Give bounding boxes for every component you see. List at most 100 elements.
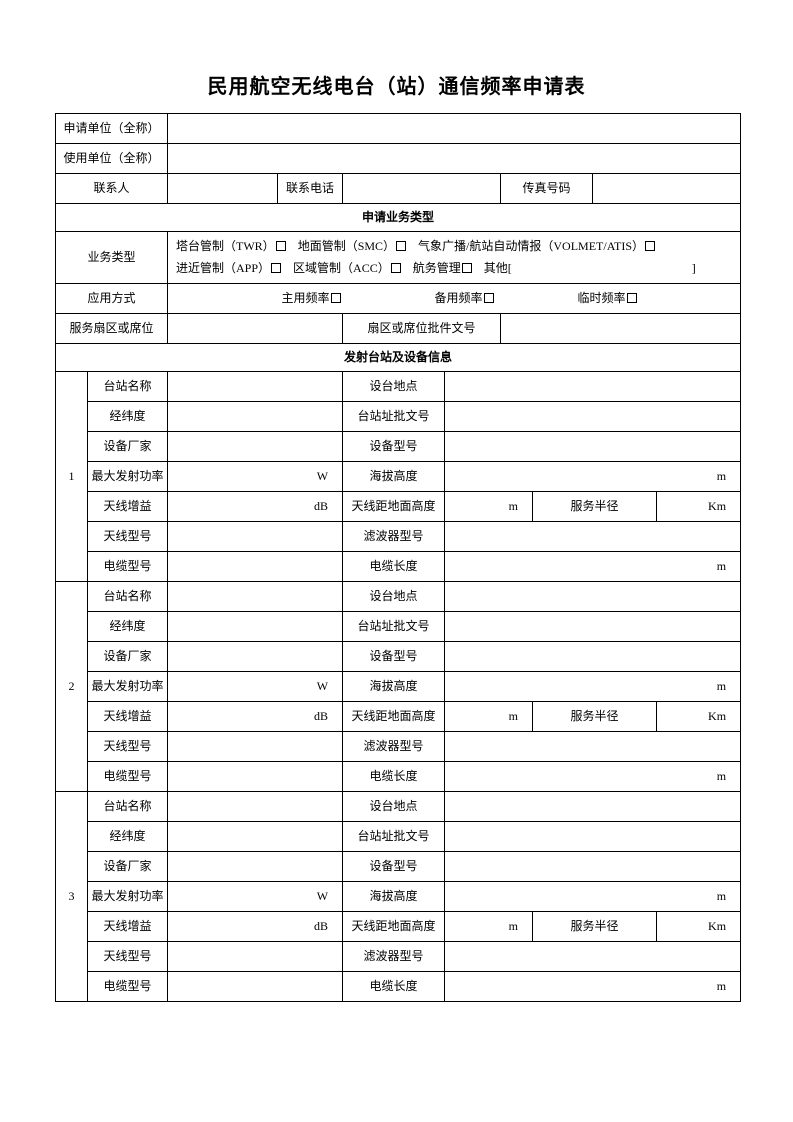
field-2-station-name[interactable] [168,582,343,612]
label-antenna-height: 天线距地面高度 [343,492,445,522]
field-1-antenna-model[interactable] [168,522,343,552]
field-fax[interactable] [593,174,741,204]
field-3-antenna-gain[interactable]: dB [168,912,343,942]
field-2-lonlat[interactable] [168,612,343,642]
label-cable-model: 电缆型号 [88,972,168,1002]
field-3-filter-model[interactable] [445,942,741,972]
label-lonlat: 经纬度 [88,612,168,642]
label-phone: 联系电话 [278,174,343,204]
field-2-model[interactable] [445,642,741,672]
station-3-index: 3 [56,792,88,1002]
field-1-max-power[interactable]: W [168,462,343,492]
field-3-cable-model[interactable] [168,972,343,1002]
field-1-cable-length[interactable]: m [445,552,741,582]
field-1-vendor[interactable] [168,432,343,462]
label-app-mode: 应用方式 [56,284,168,314]
field-2-filter-model[interactable] [445,732,741,762]
field-app-mode[interactable]: 主用频率 备用频率 临时频率 [168,284,741,314]
label-cable-length: 电缆长度 [343,762,445,792]
label-antenna-gain: 天线增益 [88,702,168,732]
field-3-model[interactable] [445,852,741,882]
section-station-header: 发射台站及设备信息 [56,344,741,372]
label-sector-seat: 服务扇区或席位 [56,314,168,344]
label-station-name: 台站名称 [88,372,168,402]
label-location: 设台地点 [343,792,445,822]
label-applicant-unit: 申请单位（全称） [56,114,168,144]
label-cable-length: 电缆长度 [343,972,445,1002]
field-3-antenna-model[interactable] [168,942,343,972]
label-antenna-model: 天线型号 [88,942,168,972]
field-1-antenna-gain[interactable]: dB [168,492,343,522]
label-max-power: 最大发射功率 [88,882,168,912]
field-3-antenna-height[interactable]: m [445,912,533,942]
field-3-max-power[interactable]: W [168,882,343,912]
field-3-location[interactable] [445,792,741,822]
label-max-power: 最大发射功率 [88,672,168,702]
field-user-unit[interactable] [168,144,741,174]
label-altitude: 海拔高度 [343,462,445,492]
field-sector-doc[interactable] [501,314,741,344]
label-service-radius: 服务半径 [533,912,657,942]
label-service-radius: 服务半径 [533,702,657,732]
field-3-station-name[interactable] [168,792,343,822]
field-2-vendor[interactable] [168,642,343,672]
label-fax: 传真号码 [501,174,593,204]
field-applicant-unit[interactable] [168,114,741,144]
field-1-station-name[interactable] [168,372,343,402]
field-2-antenna-model[interactable] [168,732,343,762]
field-2-altitude[interactable]: m [445,672,741,702]
field-biz-type-options[interactable]: 塔台管制（TWR） 地面管制（SMC） 气象广播/航站自动情报（VOLMET/A… [168,232,741,284]
field-1-lonlat[interactable] [168,402,343,432]
field-1-service-radius[interactable]: Km [657,492,741,522]
field-3-lonlat[interactable] [168,822,343,852]
label-vendor: 设备厂家 [88,852,168,882]
label-filter-model: 滤波器型号 [343,522,445,552]
field-contact[interactable] [168,174,278,204]
label-station-doc: 台站址批文号 [343,612,445,642]
field-2-location[interactable] [445,582,741,612]
field-2-antenna-gain[interactable]: dB [168,702,343,732]
page-title: 民用航空无线电台（站）通信频率申请表 [55,70,738,99]
field-2-cable-model[interactable] [168,762,343,792]
field-phone[interactable] [343,174,501,204]
field-1-model[interactable] [445,432,741,462]
field-2-cable-length[interactable]: m [445,762,741,792]
station-2-index: 2 [56,582,88,792]
form-table: 申请单位（全称） 使用单位（全称） 联系人 联系电话 传真号码 申请业务类型 业… [55,113,741,1002]
field-1-cable-model[interactable] [168,552,343,582]
field-1-station-doc[interactable] [445,402,741,432]
label-antenna-model: 天线型号 [88,732,168,762]
label-location: 设台地点 [343,582,445,612]
field-3-service-radius[interactable]: Km [657,912,741,942]
label-lonlat: 经纬度 [88,402,168,432]
field-1-altitude[interactable]: m [445,462,741,492]
label-station-doc: 台站址批文号 [343,822,445,852]
label-altitude: 海拔高度 [343,882,445,912]
label-cable-model: 电缆型号 [88,762,168,792]
label-antenna-height: 天线距地面高度 [343,702,445,732]
field-sector-seat[interactable] [168,314,343,344]
field-2-service-radius[interactable]: Km [657,702,741,732]
field-3-vendor[interactable] [168,852,343,882]
field-2-max-power[interactable]: W [168,672,343,702]
field-1-filter-model[interactable] [445,522,741,552]
field-1-location[interactable] [445,372,741,402]
field-1-antenna-height[interactable]: m [445,492,533,522]
station-1-index: 1 [56,372,88,582]
label-station-name: 台站名称 [88,792,168,822]
label-antenna-height: 天线距地面高度 [343,912,445,942]
label-filter-model: 滤波器型号 [343,732,445,762]
label-biz-type: 业务类型 [56,232,168,284]
label-cable-length: 电缆长度 [343,552,445,582]
label-station-name: 台站名称 [88,582,168,612]
label-service-radius: 服务半径 [533,492,657,522]
field-2-antenna-height[interactable]: m [445,702,533,732]
field-2-station-doc[interactable] [445,612,741,642]
label-sector-doc: 扇区或席位批件文号 [343,314,501,344]
label-location: 设台地点 [343,372,445,402]
field-3-station-doc[interactable] [445,822,741,852]
label-antenna-model: 天线型号 [88,522,168,552]
field-3-cable-length[interactable]: m [445,972,741,1002]
field-3-altitude[interactable]: m [445,882,741,912]
label-station-doc: 台站址批文号 [343,402,445,432]
